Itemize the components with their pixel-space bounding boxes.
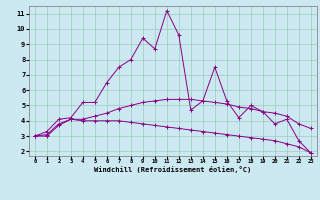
X-axis label: Windchill (Refroidissement éolien,°C): Windchill (Refroidissement éolien,°C) xyxy=(94,166,252,173)
